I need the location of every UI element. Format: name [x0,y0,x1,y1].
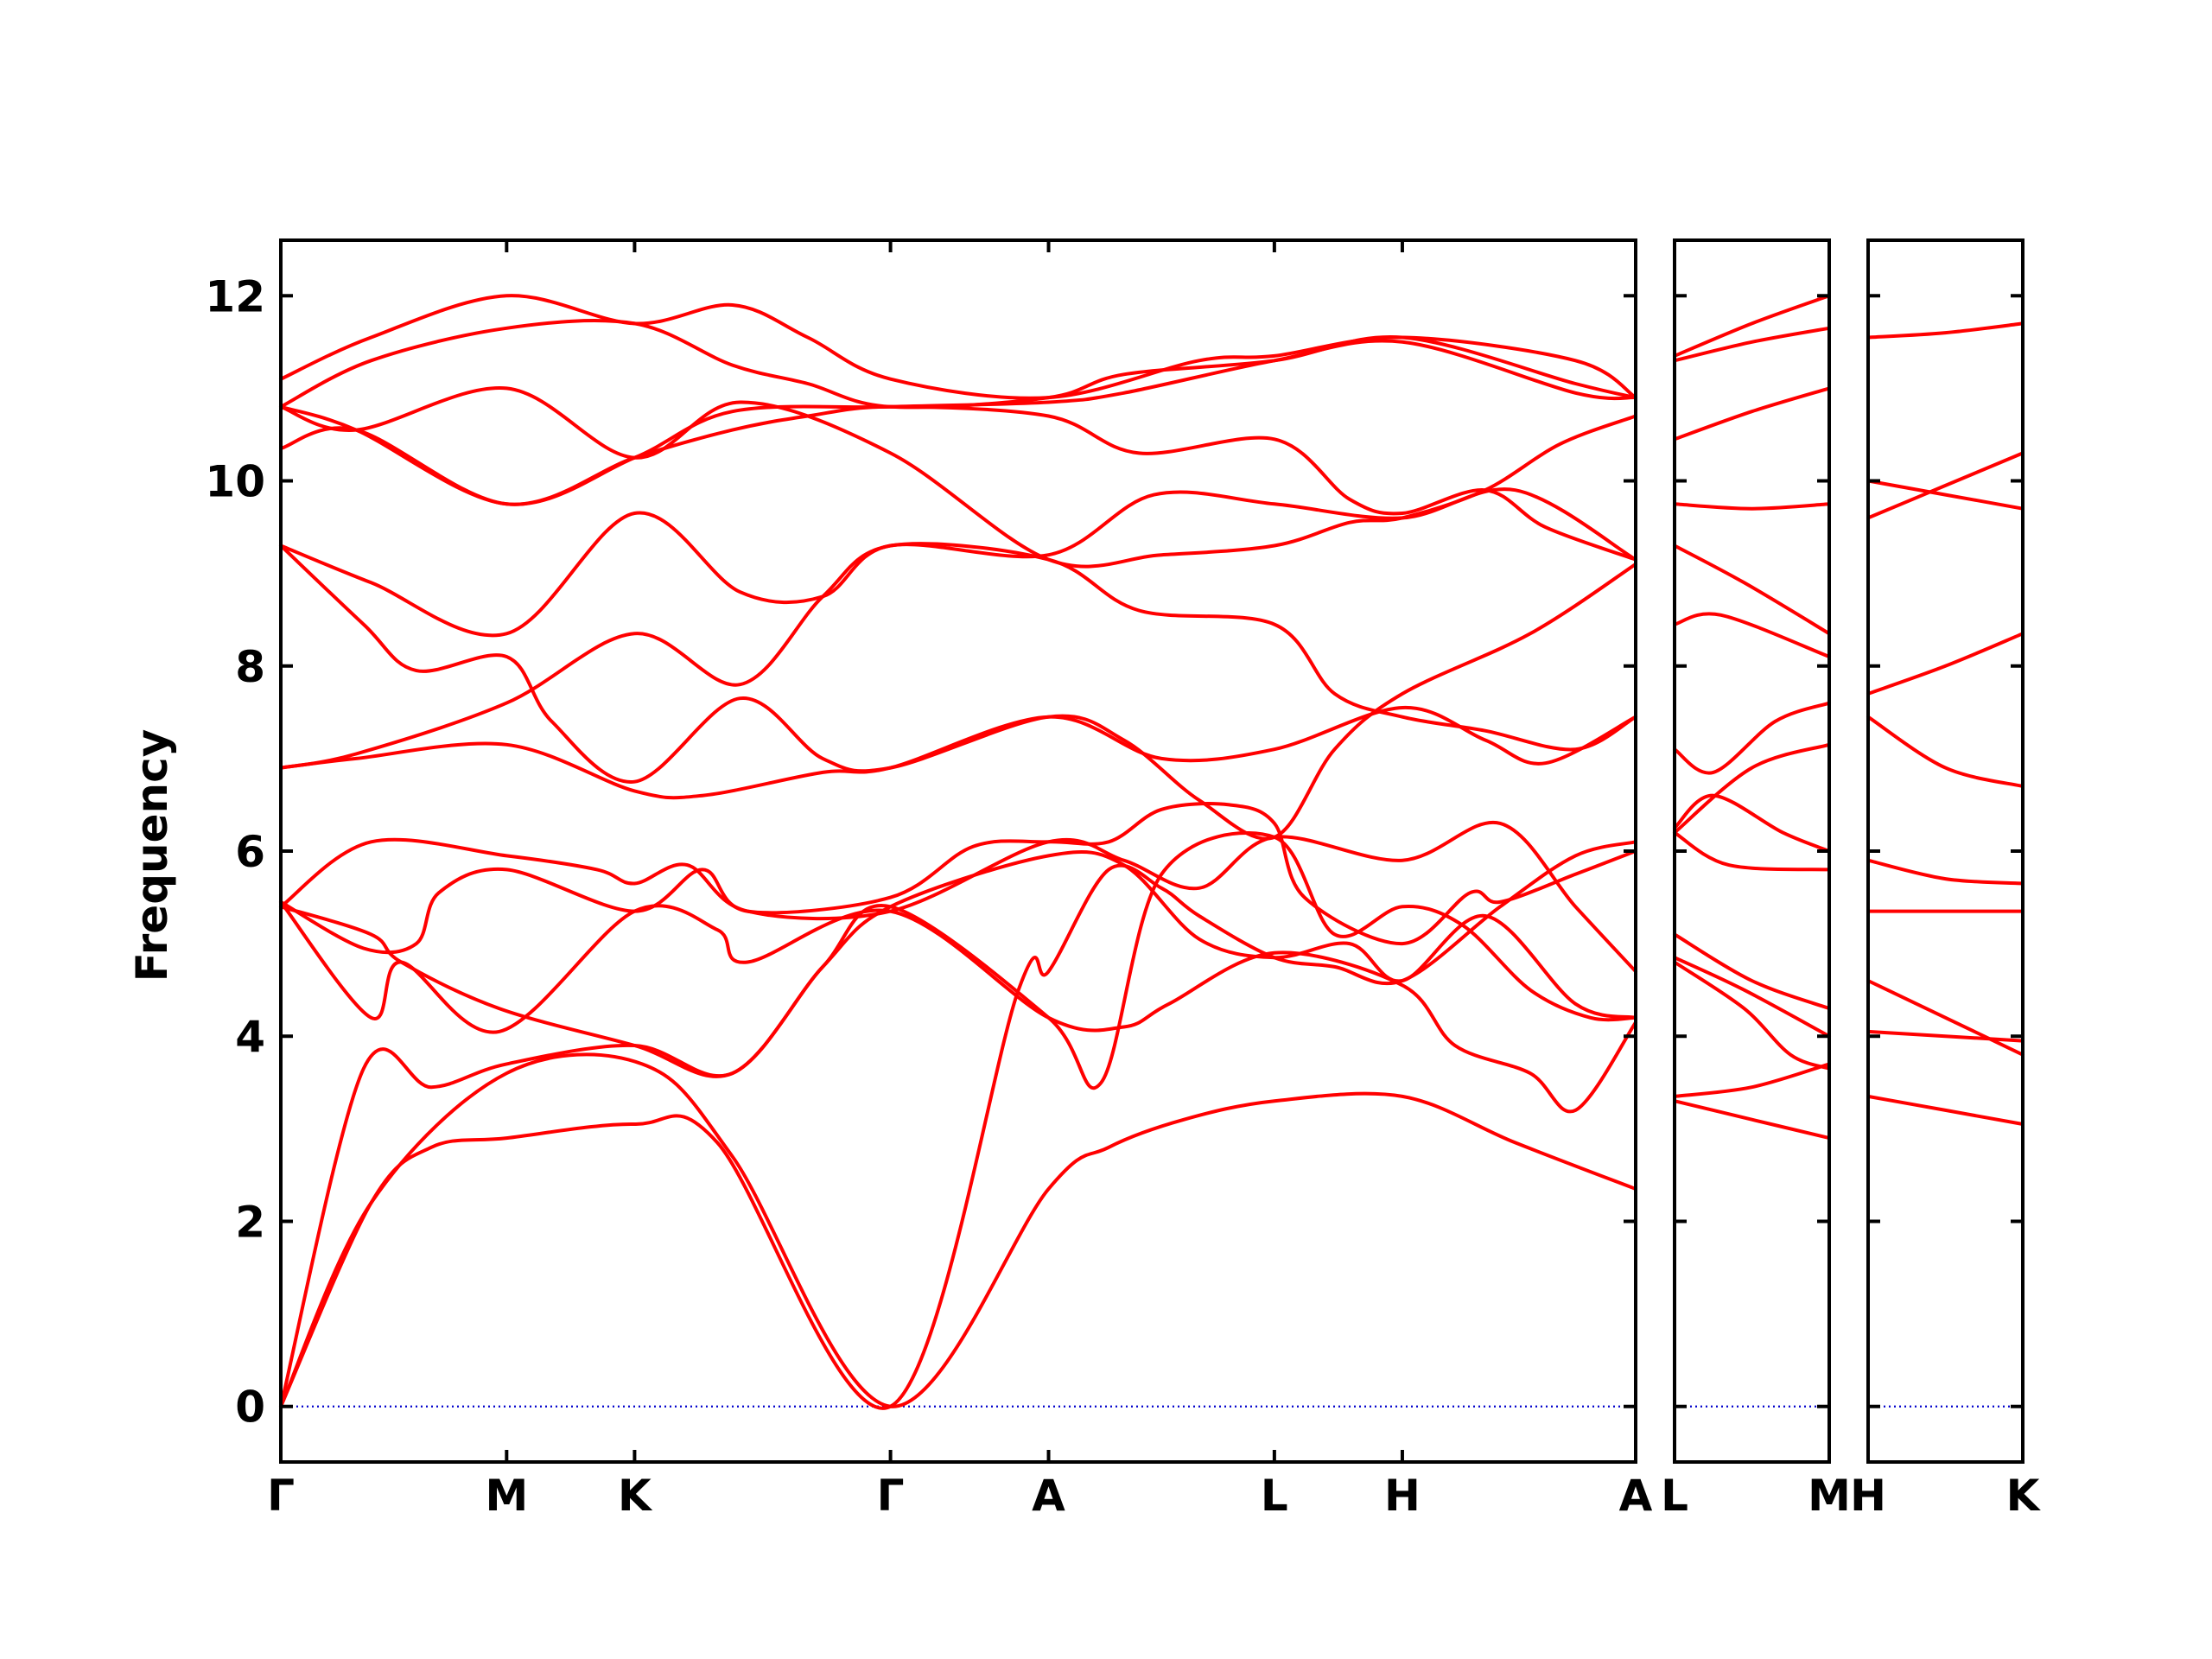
band-line-15 [279,319,1637,410]
band-line-13 [1673,386,1831,442]
band-line-6 [1673,830,1831,872]
band-line-11 [1673,543,1831,636]
band-line-2 [1866,1029,2024,1043]
y-tick-label: 4 [235,1012,265,1062]
band-line-2 [1673,1062,1831,1098]
band-line-11 [279,543,1637,841]
x-tick-label: L [1261,1471,1288,1521]
band-line-13 [279,386,1637,569]
band-line-2 [279,840,1637,1410]
band-line-3 [279,850,1637,1408]
band-line-14 [1673,326,1831,363]
band-line-8 [1866,451,2024,520]
band-line-3 [1673,960,1831,1071]
band-line-14 [279,404,1637,562]
y-tick-label: 10 [205,457,265,507]
band-line-1 [1866,1094,2024,1126]
x-tick-label: L [1661,1471,1688,1521]
x-tick-label: A [1619,1471,1653,1521]
band-line-16 [279,294,1637,400]
band-line-1 [1673,1099,1831,1141]
x-tick-label: A [1032,1471,1065,1521]
y-tick-label: 8 [235,642,265,692]
plot-frame [279,238,1637,1464]
x-tick-label: H [1850,1471,1886,1521]
band-line-5 [279,831,1637,1090]
plot-frame [1866,238,2024,1464]
band-line-9 [1673,701,1831,775]
band-line-7 [279,820,1637,974]
band-line-4 [279,899,1637,1114]
x-tick-label: H [1384,1471,1421,1521]
y-tick-label: 6 [235,827,265,877]
band-line-3 [1866,979,2024,1057]
band-line-4 [1673,956,1831,1039]
x-tick-label: K [618,1471,653,1521]
y-axis-title: Frequency [127,729,177,982]
x-tick-label: K [2006,1471,2042,1521]
band-line-6 [279,802,1637,955]
band-line-10 [1673,612,1831,658]
x-tick-label: Γ [877,1471,905,1521]
band-line-8 [279,487,1637,770]
band-line-1 [279,1052,1637,1408]
band-line-5 [1866,858,2024,886]
band-line-9 [1866,479,2024,511]
band-line-7 [1673,793,1831,853]
band-line-7 [1866,632,2024,696]
band-line-12 [279,339,1637,506]
x-tick-label: M [1808,1471,1851,1521]
band-line-12 [1673,502,1831,511]
band-line-15 [1673,294,1831,358]
y-tick-label: 2 [235,1197,265,1247]
x-tick-label: M [485,1471,528,1521]
y-tick-label: 0 [235,1382,265,1433]
y-tick-label: 12 [205,271,265,321]
plot-frame [1673,238,1831,1464]
band-line-10 [1866,321,2024,340]
x-tick-label: Γ [267,1471,295,1521]
band-line-5 [1673,932,1831,1011]
band-line-8 [1673,742,1831,835]
band-line-6 [1866,715,2024,788]
band-line-10 [279,511,1637,752]
